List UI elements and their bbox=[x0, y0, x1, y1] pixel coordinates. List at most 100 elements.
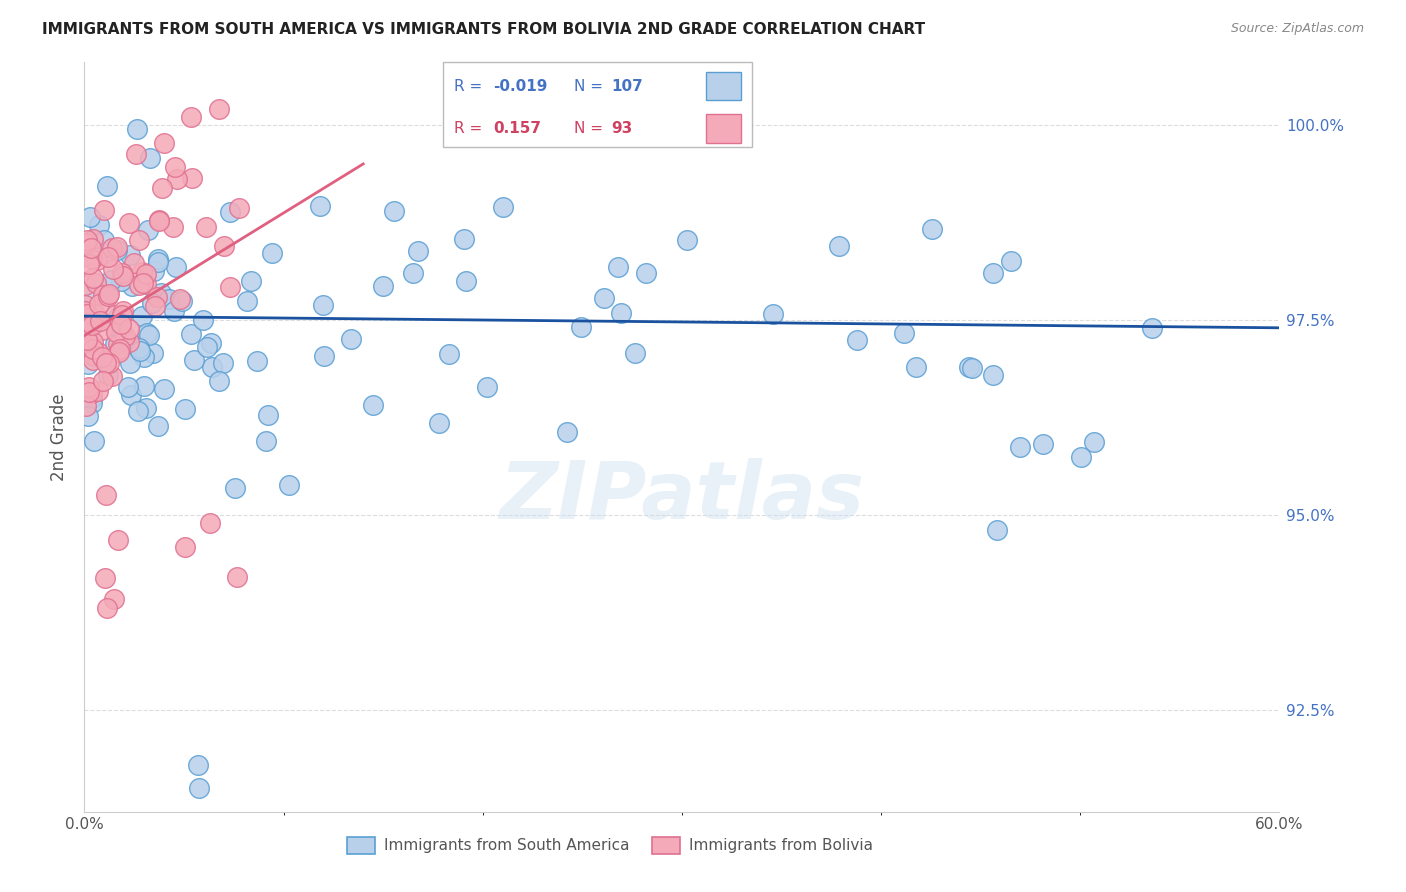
Point bbox=[406, 244, 429, 259]
Point bbox=[104, 337, 127, 351]
Point bbox=[120, 387, 142, 401]
Point bbox=[75, 322, 97, 336]
Point bbox=[131, 309, 153, 323]
Point bbox=[84, 276, 107, 290]
Point bbox=[89, 314, 111, 328]
Point bbox=[211, 356, 233, 370]
Point bbox=[607, 260, 630, 274]
Point bbox=[117, 380, 139, 394]
Point bbox=[981, 266, 1004, 280]
Point bbox=[127, 122, 149, 136]
Point bbox=[96, 601, 118, 615]
Point bbox=[114, 329, 136, 343]
Point bbox=[138, 327, 160, 342]
Point bbox=[103, 591, 125, 606]
Point bbox=[191, 312, 214, 326]
Point bbox=[93, 233, 115, 247]
Point bbox=[100, 272, 122, 286]
Point bbox=[91, 350, 114, 364]
Point bbox=[146, 290, 169, 304]
Point bbox=[125, 146, 148, 161]
Point bbox=[94, 488, 117, 502]
Point bbox=[453, 232, 475, 246]
Point bbox=[128, 343, 150, 358]
Point bbox=[235, 293, 257, 308]
Point bbox=[98, 286, 121, 301]
Point bbox=[143, 299, 166, 313]
Point bbox=[101, 369, 124, 384]
Point bbox=[456, 274, 478, 288]
Point bbox=[118, 248, 141, 262]
Point bbox=[93, 203, 115, 218]
Point bbox=[166, 172, 188, 186]
Point bbox=[105, 326, 128, 340]
Point bbox=[246, 354, 269, 368]
Point bbox=[110, 317, 132, 331]
Point bbox=[82, 386, 104, 401]
Point bbox=[170, 294, 193, 309]
Point bbox=[76, 334, 98, 348]
Point bbox=[309, 198, 332, 212]
Point bbox=[96, 178, 118, 193]
Point bbox=[77, 409, 100, 423]
Point bbox=[262, 246, 284, 260]
Point bbox=[108, 343, 131, 357]
Point bbox=[254, 434, 277, 449]
Y-axis label: 2nd Grade: 2nd Grade bbox=[51, 393, 69, 481]
Point bbox=[110, 308, 132, 322]
Point bbox=[828, 239, 851, 253]
Point bbox=[73, 319, 96, 334]
Point bbox=[77, 380, 100, 394]
Point bbox=[150, 181, 173, 195]
Point bbox=[87, 345, 110, 359]
Point bbox=[312, 297, 335, 311]
Point bbox=[142, 264, 165, 278]
Point bbox=[180, 110, 202, 124]
Point bbox=[107, 533, 129, 547]
Point bbox=[981, 368, 1004, 382]
Point bbox=[105, 244, 128, 258]
Point bbox=[163, 303, 186, 318]
Point bbox=[142, 345, 165, 359]
Point bbox=[84, 307, 107, 321]
Point bbox=[150, 286, 173, 301]
Point bbox=[80, 286, 103, 301]
Text: R =: R = bbox=[454, 78, 488, 94]
Point bbox=[82, 232, 104, 246]
Point bbox=[371, 279, 394, 293]
Point bbox=[111, 268, 134, 283]
Point bbox=[491, 200, 513, 214]
Point bbox=[84, 349, 107, 363]
Point bbox=[87, 218, 110, 232]
Point bbox=[75, 310, 97, 324]
Point bbox=[219, 280, 242, 294]
Point bbox=[134, 378, 156, 392]
Point bbox=[132, 276, 155, 290]
Point bbox=[97, 289, 120, 303]
Point bbox=[962, 361, 984, 376]
Point bbox=[197, 339, 219, 353]
Point bbox=[141, 296, 163, 310]
Point bbox=[82, 343, 104, 357]
Point bbox=[121, 279, 143, 293]
Point bbox=[402, 266, 425, 280]
Point bbox=[198, 516, 221, 531]
Point bbox=[82, 334, 104, 349]
Point bbox=[986, 524, 1008, 538]
Point bbox=[569, 320, 592, 334]
Point bbox=[169, 292, 191, 306]
Point bbox=[200, 335, 222, 350]
Point bbox=[79, 210, 101, 224]
Point bbox=[277, 477, 299, 491]
Text: ZIPatlas: ZIPatlas bbox=[499, 458, 865, 536]
Point bbox=[636, 266, 658, 280]
Point bbox=[208, 375, 231, 389]
Point bbox=[173, 401, 195, 416]
Point bbox=[624, 346, 647, 360]
Point bbox=[86, 384, 108, 398]
Point bbox=[162, 220, 184, 235]
Point bbox=[76, 233, 98, 247]
Point bbox=[153, 136, 176, 151]
Point bbox=[73, 304, 96, 318]
Point bbox=[136, 326, 159, 340]
